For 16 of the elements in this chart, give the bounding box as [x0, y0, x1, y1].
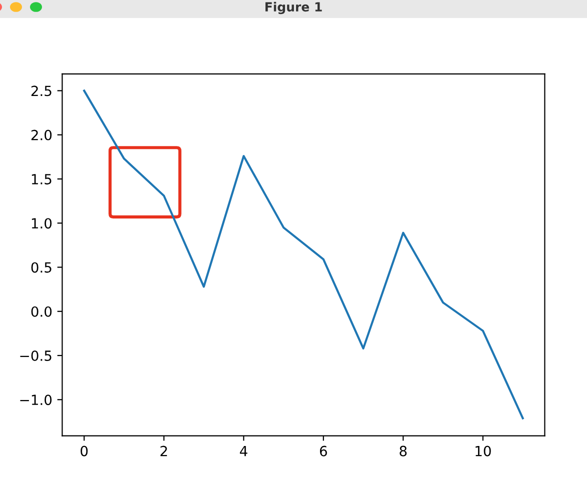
y-tick-label: 0.0: [31, 306, 52, 317]
y-tick-label: 2.5: [31, 86, 52, 96]
x-tick-label: 4: [240, 446, 248, 456]
y-tick-label: 1.0: [32, 218, 52, 229]
y-tick-label: −0.5: [20, 350, 52, 361]
x-tick-label: 2: [160, 446, 167, 456]
x-tick-label: 8: [400, 446, 407, 456]
y-tick-label: 2.0: [31, 130, 52, 140]
line-series: [83, 90, 524, 420]
x-tick-label: 6: [320, 446, 327, 456]
x-tick-label: 10: [476, 446, 491, 456]
chart-title: Figure 1: [265, 2, 322, 14]
y-tick-label: 0.5: [31, 262, 52, 273]
x-tick-label: 0: [80, 446, 88, 456]
y-tick-label: −1.0: [20, 394, 52, 406]
y-tick-label: 1.5: [32, 174, 52, 184]
